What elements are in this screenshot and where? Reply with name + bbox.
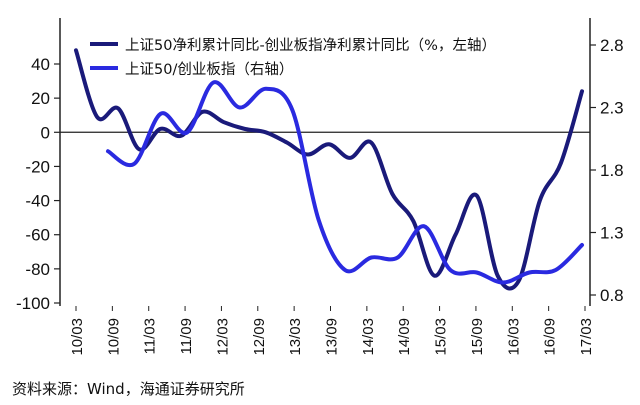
x-tick-label: 12/03 [214, 318, 231, 356]
right-tick-label: 2.3 [600, 99, 624, 118]
left-tick-label: -20 [25, 157, 50, 176]
x-tick-label: 15/03 [433, 318, 450, 356]
x-tick-label: 16/09 [542, 318, 559, 356]
x-tick-label: 17/03 [578, 318, 595, 356]
left-tick-label: -60 [25, 226, 50, 245]
x-tick-label: 14/03 [360, 318, 377, 356]
left-tick-label: -100 [16, 294, 50, 313]
x-tick-label: 11/03 [142, 318, 159, 354]
x-tick-label: 10/09 [105, 318, 122, 356]
right-tick-label: 2.8 [600, 36, 624, 55]
axes-layer: 40 20 0 -20 -40 -60 -80 -100 2.8 2.3 1.8 1.3 0.8 10/0… [16, 18, 624, 356]
series-layer [74, 48, 584, 291]
right-tick-label: 0.8 [600, 286, 624, 305]
x-tick-label: 15/09 [469, 318, 486, 356]
x-tick-label: 10/03 [69, 318, 86, 356]
right-tick-label: 1.3 [600, 224, 624, 243]
x-tick-label: 14/09 [396, 318, 413, 356]
left-tick-label: 0 [41, 123, 50, 142]
left-tick-label: 20 [31, 89, 50, 108]
left-tick-label: -80 [25, 260, 50, 279]
left-tick-label: 40 [31, 55, 50, 74]
x-tick-label: 13/09 [324, 318, 341, 356]
source-note: 资料来源：Wind，海通证券研究所 [12, 380, 245, 398]
x-tick-label: 12/09 [251, 318, 268, 356]
series-line-1 [74, 48, 584, 291]
x-tick-label: 16/03 [505, 318, 522, 356]
legend-label-series-1: 上证50净利累计同比-创业板指净利累计同比（%，左轴） [125, 36, 496, 54]
right-tick-label: 1.8 [600, 161, 624, 180]
x-tick-label: 11/09 [178, 318, 195, 354]
x-tick-label: 13/03 [287, 318, 304, 356]
legend: 上证50净利累计同比-创业板指净利累计同比（%，左轴） 上证50/创业板指（右轴… [90, 36, 496, 78]
left-tick-label: -40 [25, 192, 50, 211]
series-line-2 [106, 80, 584, 285]
legend-label-series-2: 上证50/创业板指（右轴） [125, 60, 293, 78]
